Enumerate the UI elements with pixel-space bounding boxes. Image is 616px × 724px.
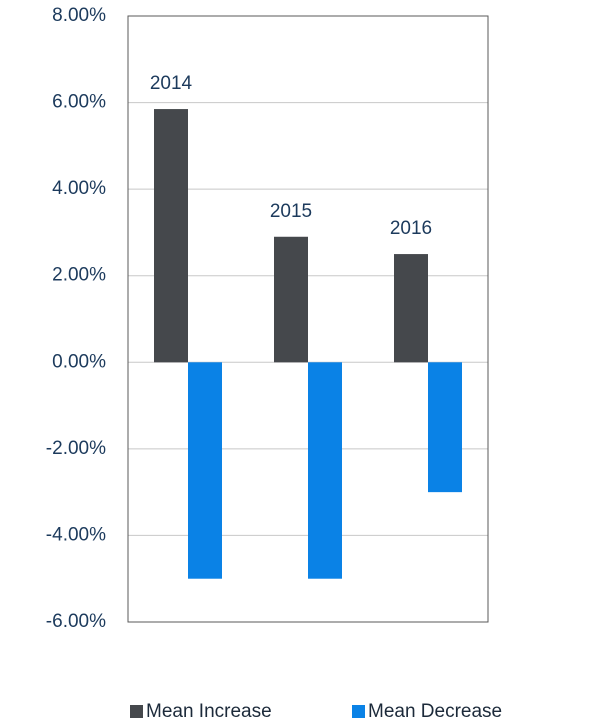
y-tick-label: -6.00%	[46, 611, 106, 632]
category-label: 2015	[270, 201, 312, 222]
y-tick-label: 8.00%	[52, 5, 106, 26]
category-label: 2014	[150, 73, 193, 94]
plot-border	[127, 15, 489, 623]
bar	[308, 362, 342, 579]
y-tick-label: 6.00%	[52, 92, 106, 113]
y-tick-label: -2.00%	[46, 438, 106, 459]
bar	[428, 362, 462, 493]
legend-label: Mean Decrease	[368, 701, 502, 722]
legend-label: Mean Increase	[146, 701, 272, 722]
category-label: 2016	[390, 218, 432, 239]
y-tick-label: 2.00%	[52, 265, 106, 286]
y-tick-label: 4.00%	[52, 178, 106, 199]
y-tick-label: 0.00%	[52, 351, 106, 372]
bar	[394, 254, 428, 363]
bar	[154, 109, 188, 363]
legend-swatch	[352, 705, 365, 718]
bar	[274, 236, 308, 363]
y-tick-label: -4.00%	[46, 524, 106, 545]
legend-swatch	[130, 705, 143, 718]
bar	[188, 362, 222, 579]
